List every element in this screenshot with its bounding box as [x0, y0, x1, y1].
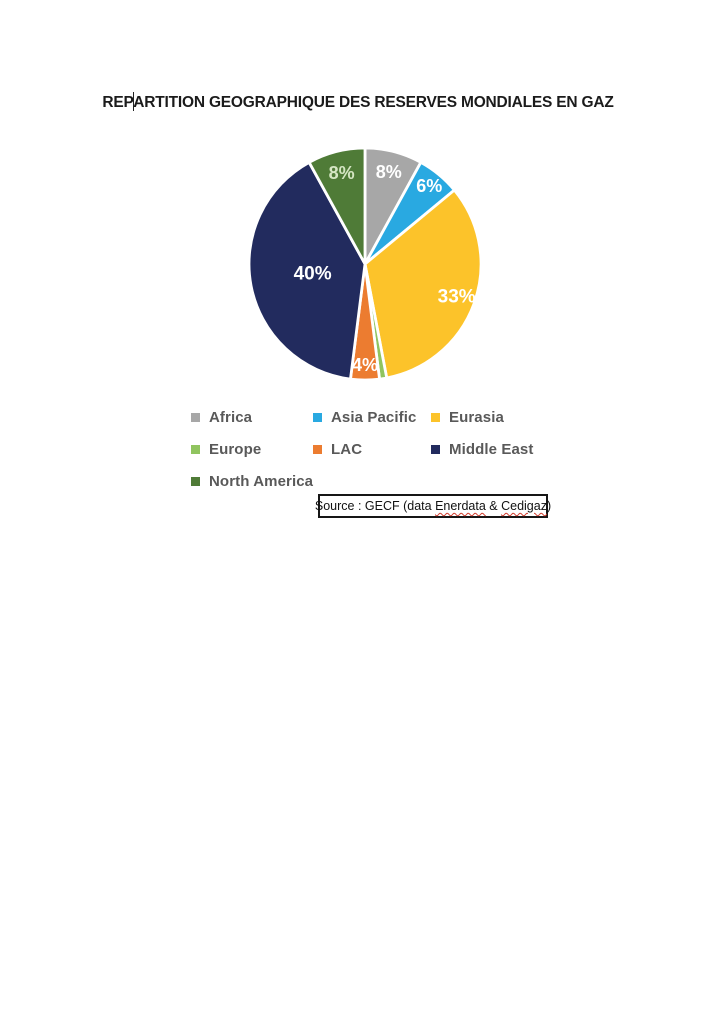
source-word-cedigaz: Cedigaz: [501, 499, 547, 513]
legend-label: Africa: [209, 408, 253, 426]
legend-swatch-asia-pacific: [313, 412, 322, 422]
source-text-separator: &: [485, 499, 502, 513]
pie-slice-middle-east: [247, 160, 367, 381]
legend-swatch-africa: [191, 412, 200, 422]
chart-title[interactable]: REPARTITION GEOGRAPHIQUE DES RESERVES MO…: [0, 92, 716, 112]
source-text-suffix: ): [546, 499, 552, 513]
legend-label: North America: [209, 472, 314, 490]
pie-slice-north-america: [307, 146, 367, 266]
legend-item-europe: Europe: [191, 433, 313, 465]
chart-title-text-left: REP: [102, 94, 134, 111]
legend-label: Middle East: [449, 440, 534, 458]
legend-swatch-middle-east: [431, 444, 440, 454]
chart-legend: Africa Asia Pacific Eurasia Europe LAC Middle…: [191, 401, 563, 497]
legend-label: Europe: [209, 440, 262, 458]
pie-data-label-africa: 8%: [376, 162, 402, 182]
legend-item-eurasia: Eurasia: [431, 401, 563, 433]
legend-label: Eurasia: [449, 408, 504, 426]
pie-slice-eurasia: [363, 188, 483, 380]
legend-item-asia-pacific: Asia Pacific: [313, 401, 431, 433]
legend-swatch-europe: [191, 444, 200, 454]
source-text: Source : GECF (data Enerdata & Cedigaz): [315, 499, 551, 513]
legend-label: Asia Pacific: [331, 408, 417, 426]
pie-data-label-eurasia: 33%: [438, 287, 476, 308]
text-cursor: [132, 92, 134, 111]
legend-label: LAC: [331, 440, 363, 458]
legend-item-middle-east: Middle East: [431, 433, 563, 465]
legend-swatch-lac: [313, 444, 322, 454]
legend-item-north-america: North America: [191, 465, 313, 497]
chart-title-text-right: ARTITION GEOGRAPHIQUE DES RESERVES MONDI…: [133, 94, 614, 111]
source-text-prefix: Source : GECF (data: [314, 499, 436, 513]
legend-swatch-north-america: [191, 476, 200, 486]
legend-swatch-eurasia: [431, 412, 440, 422]
pie-data-label-north-america: 8%: [329, 163, 355, 183]
pie-data-label-lac: 4%: [352, 355, 378, 375]
pie-chart[interactable]: 8% 6% 33% 4% 40% 8%: [229, 128, 501, 400]
source-word-enerdata: Enerdata: [435, 499, 486, 513]
pie-data-label-asia-pacific: 6%: [416, 176, 442, 196]
legend-item-lac: LAC: [313, 433, 431, 465]
legend-item-africa: Africa: [191, 401, 313, 433]
source-box[interactable]: Source : GECF (data Enerdata & Cedigaz): [315, 494, 551, 518]
pie-data-label-middle-east: 40%: [294, 264, 332, 285]
